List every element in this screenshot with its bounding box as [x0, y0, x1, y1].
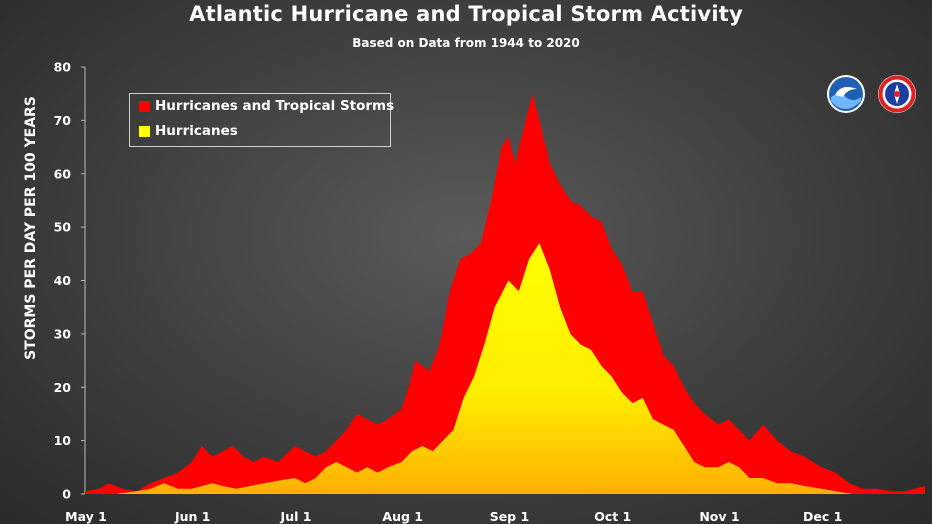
- x-tick-label: Jun 1: [174, 509, 211, 524]
- legend: Hurricanes and Tropical Storms Hurricane…: [129, 93, 394, 147]
- legend-label-hurricanes: Hurricanes: [155, 123, 238, 139]
- legend-label-storms: Hurricanes and Tropical Storms: [155, 98, 395, 114]
- y-tick-label: 80: [54, 60, 72, 75]
- legend-item-hurricanes: Hurricanes: [139, 123, 238, 139]
- chart-subtitle: Based on Data from 1944 to 2020: [352, 36, 580, 50]
- y-tick-label: 50: [54, 220, 72, 235]
- noaa-logo-graphic: [829, 77, 863, 111]
- nws-logo-graphic: [878, 75, 916, 113]
- y-tick-label: 30: [54, 326, 72, 341]
- y-tick-label: 20: [54, 380, 72, 395]
- nws-logo-icon: [878, 75, 916, 113]
- x-tick-label: Sep 1: [490, 509, 529, 524]
- x-tick-label: May 1: [65, 509, 107, 524]
- series-areas: [85, 93, 925, 494]
- x-tick-label: Aug 1: [382, 509, 423, 524]
- tick-labels: 0 10 20 30 40 50 60 70 80 May 1 Jun 1 Jul 1 Aug 1 Sep…: [54, 60, 843, 524]
- chart-title: Atlantic Hurricane and Tropical Storm Ac…: [189, 2, 743, 26]
- x-tick-label: Oct 1: [594, 509, 631, 524]
- legend-swatch-hurricanes: [139, 125, 150, 137]
- legend-item-storms: Hurricanes and Tropical Storms: [139, 98, 394, 114]
- noaa-logo-icon: [827, 75, 865, 113]
- x-tick-label: Dec 1: [803, 509, 842, 524]
- series-area-hurricanes: [85, 243, 925, 494]
- y-tick-label: 40: [54, 273, 72, 288]
- y-tick-label: 60: [54, 166, 72, 181]
- axes: [81, 66, 86, 495]
- y-tick-label: 0: [62, 487, 71, 502]
- x-tick-label: Jul 1: [280, 509, 312, 524]
- x-tick-label: Nov 1: [699, 509, 739, 524]
- y-tick-label: 70: [54, 113, 72, 128]
- legend-swatch-storms: [139, 100, 150, 112]
- y-tick-label: 10: [54, 433, 72, 448]
